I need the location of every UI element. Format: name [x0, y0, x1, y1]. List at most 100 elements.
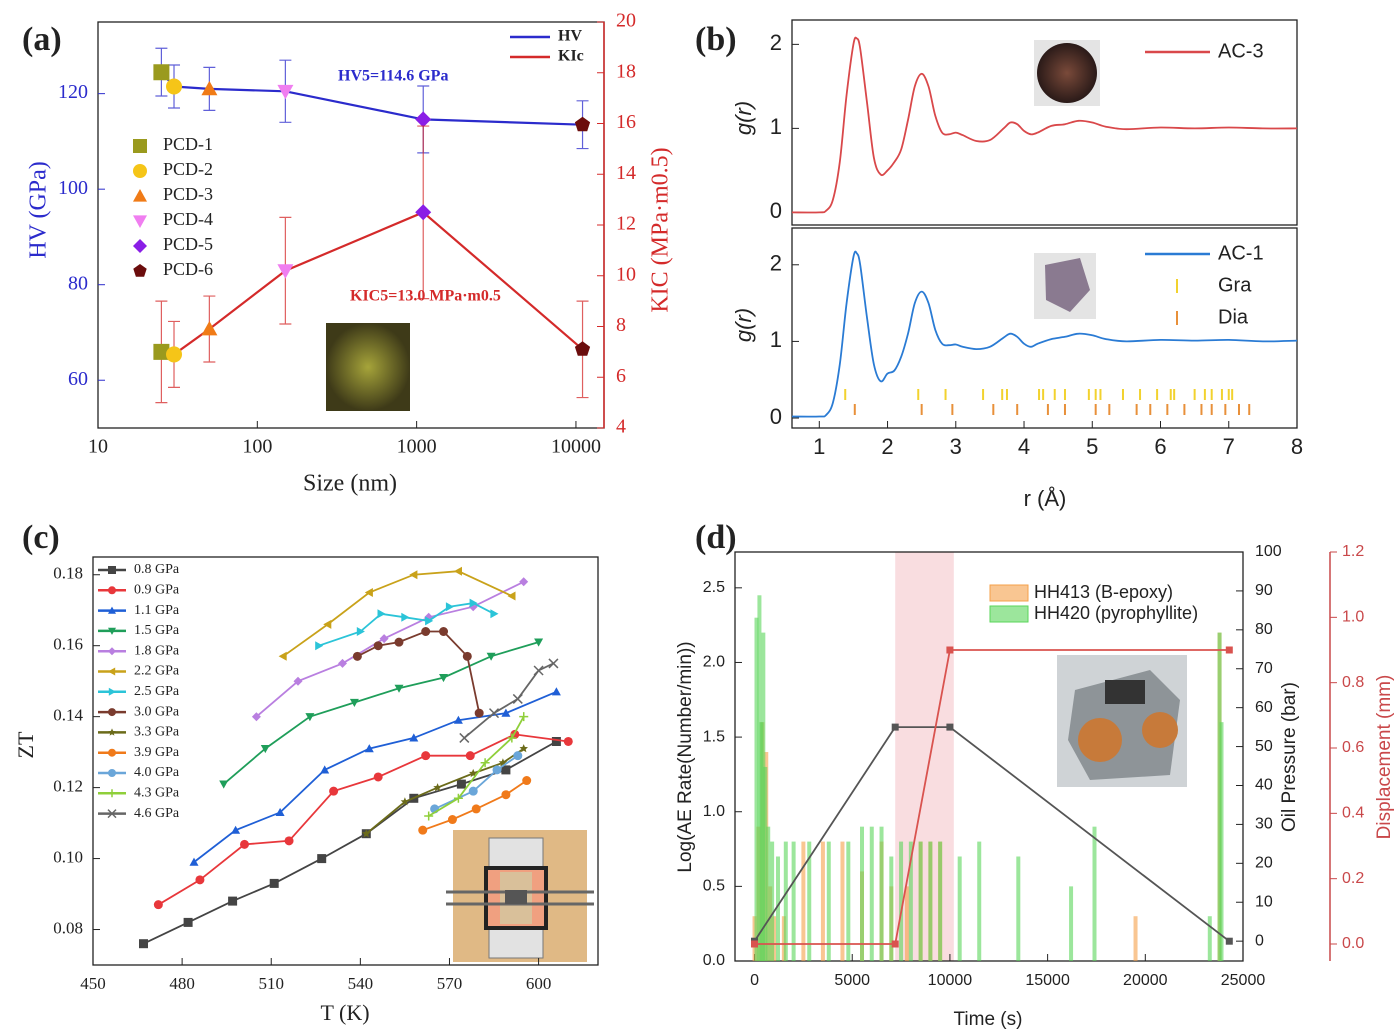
x-tick-label: 480: [169, 974, 195, 993]
marker: [394, 684, 404, 693]
sample-photo: [1037, 43, 1097, 103]
y-axis-label: g(r): [731, 101, 756, 135]
plot-frame: [734, 551, 1244, 962]
y-tick-label: 0.10: [53, 847, 83, 866]
marker: [424, 811, 434, 821]
legend-label: 3.9 GPa: [134, 745, 180, 760]
legend-marker: [133, 139, 147, 153]
plot-frame: [791, 227, 1298, 429]
y-tick-label: 0.0: [703, 952, 725, 969]
marker: [519, 577, 529, 587]
marker: [459, 732, 470, 743]
marker: [231, 825, 241, 834]
y-tick-label: 2: [770, 30, 782, 55]
marker: [421, 627, 431, 637]
marker: [563, 736, 573, 746]
marker: [453, 715, 463, 724]
marker: [548, 658, 559, 669]
marker: [317, 854, 327, 864]
y-tick-label: 0.18: [53, 564, 83, 583]
marker: [453, 566, 462, 576]
x-tick-label: 4: [1018, 434, 1030, 459]
marker: [260, 745, 270, 754]
annotation: HV5=114.6 GPa: [338, 68, 448, 85]
y-tick-label: 0.5: [703, 878, 725, 895]
x-tick-label: 3: [950, 434, 962, 459]
legend-marker: [108, 647, 116, 656]
marker: [507, 591, 516, 601]
y-axis-label: Log(AE Rate(Number/min)): [675, 641, 696, 872]
series-line: [753, 726, 1230, 942]
x-tick-label: 570: [437, 974, 463, 993]
marker: [315, 641, 324, 651]
bar: [846, 841, 851, 961]
x-axis-label: Time (s): [954, 1009, 1023, 1030]
marker: [195, 875, 205, 885]
legend-marker: [108, 769, 116, 777]
marker: [574, 341, 591, 356]
marker: [447, 815, 457, 825]
panel-label: (b): [695, 21, 737, 58]
y-tick-label: 0: [770, 198, 782, 223]
bar: [791, 841, 796, 961]
marker: [293, 676, 303, 686]
bar: [957, 856, 962, 961]
marker: [453, 793, 463, 803]
marker: [379, 634, 389, 644]
y-tick-label: 20: [1255, 855, 1273, 872]
x-tick-label: 15000: [1025, 972, 1070, 989]
y-tick-label: 14: [616, 162, 636, 184]
bar: [807, 841, 812, 961]
y-tick-label: 16: [616, 111, 636, 133]
bar: [908, 841, 913, 961]
bar: [775, 856, 780, 961]
y-tick-label: 0.0: [1342, 935, 1364, 952]
marker: [189, 857, 199, 866]
marker: [219, 780, 229, 789]
legend-label: 0.8 GPa: [134, 562, 180, 577]
marker: [439, 627, 449, 637]
x-tick-label: 8: [1291, 434, 1303, 459]
legend-label: KIc: [558, 48, 584, 65]
series-line: [791, 36, 1298, 214]
bar: [860, 826, 864, 961]
bar: [1016, 856, 1021, 961]
legend-label: 3.3 GPa: [134, 725, 180, 740]
legend-label: AC-3: [1218, 40, 1264, 62]
x-tick-label: 1000: [397, 436, 437, 458]
marker: [574, 116, 591, 132]
series-line: [318, 602, 495, 647]
marker: [400, 797, 410, 806]
x-tick-label: 10: [88, 436, 108, 458]
marker: [533, 665, 544, 676]
series-line: [157, 733, 569, 906]
bar: [869, 826, 874, 961]
legend-label: 1.8 GPa: [134, 643, 180, 658]
panel-label: (a): [22, 21, 62, 58]
y-tick-label: 1.0: [703, 803, 725, 820]
legend-marker: [108, 667, 116, 676]
bar: [801, 841, 806, 961]
y-tick-label: 0.16: [53, 635, 83, 654]
y-tick-label: 1: [770, 327, 782, 352]
marker: [201, 80, 218, 96]
bar: [820, 841, 825, 961]
y-tick-label: 100: [58, 177, 88, 199]
y-tick-label: 1.5: [703, 728, 725, 745]
panel-label: (d): [695, 519, 737, 556]
y-tick-label: 0.4: [1342, 805, 1364, 822]
y-tick-label: 0: [1255, 932, 1264, 949]
marker: [329, 786, 339, 796]
y-tick-label: 0.14: [53, 706, 83, 725]
legend-label: HH420 (pyrophyllite): [1034, 603, 1198, 623]
legend-marker: [133, 164, 147, 178]
x-tick-label: 20000: [1123, 972, 1168, 989]
legend-marker: [107, 809, 117, 819]
marker: [401, 612, 410, 622]
series-line: [463, 662, 554, 739]
bar: [766, 826, 771, 961]
legend-label: Dia: [1218, 306, 1249, 328]
marker: [362, 829, 371, 838]
marker: [946, 646, 954, 654]
bar: [1069, 886, 1074, 961]
